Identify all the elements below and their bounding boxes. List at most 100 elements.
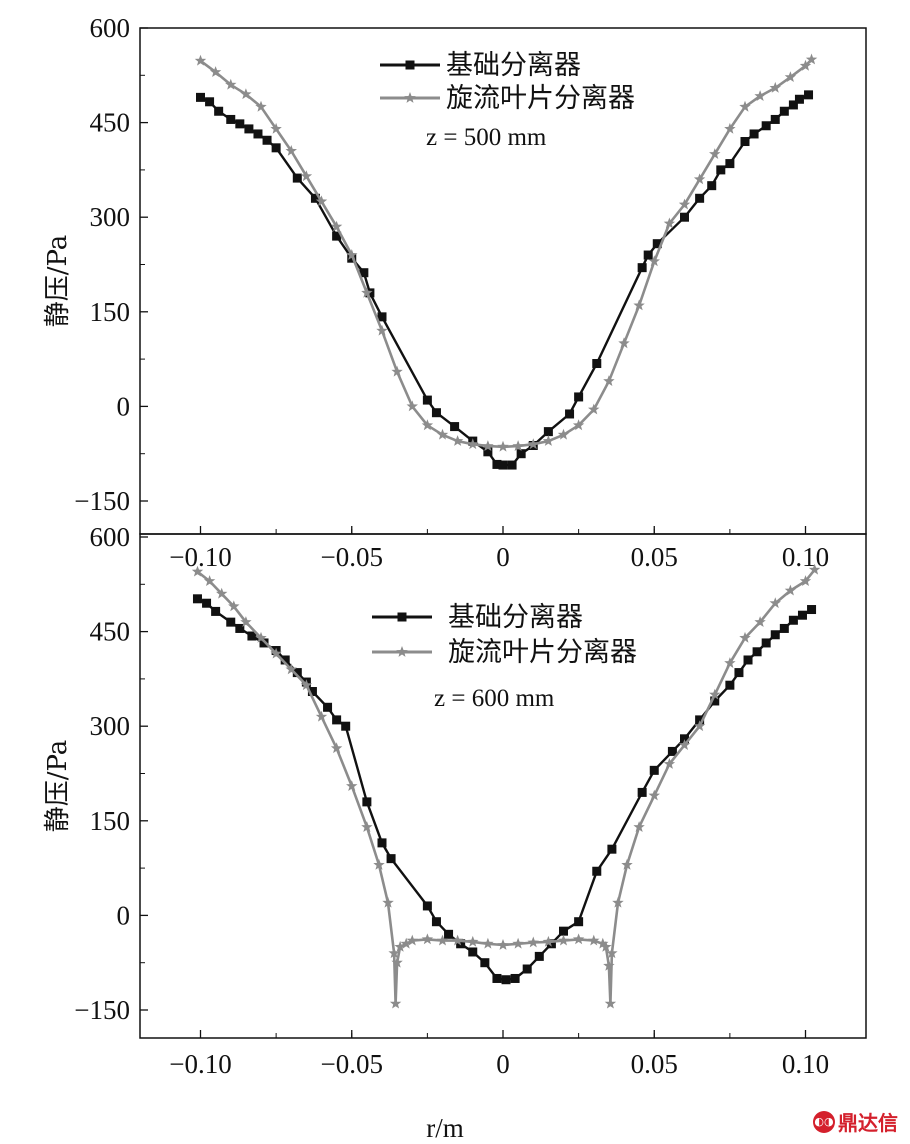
data-point [431,917,441,927]
data-point [797,610,807,620]
legend-label: 基础分离器 [448,602,583,633]
watermark-text: 鼎达信 [838,1111,898,1135]
data-point [707,181,717,191]
data-point [512,937,524,949]
data-point [565,409,575,419]
data-point [270,647,282,659]
data-point [769,81,781,93]
data-point [652,239,662,249]
data-point [480,958,490,968]
y-axis-label-top: 静压/Pa [43,235,73,328]
data-point [637,263,647,273]
data-point [255,631,267,643]
data-point [373,858,385,870]
x-tick-label: 0 [496,1049,510,1079]
data-point [680,212,689,222]
data-point [346,249,358,260]
y-tick-label: 0 [117,391,131,421]
data-point [194,54,207,66]
data-point [244,124,254,134]
data-point [421,933,434,945]
data-point [492,973,502,983]
data-point [643,250,653,260]
data-point [663,217,676,229]
data-point [725,159,735,169]
legend-swatch-marker [404,92,416,103]
data-point [203,575,216,586]
chart-panel-bottom: 600 450 300 150 0 −150 −0.10 −0.05 0 0.05 0.10 基础… [43,522,867,1079]
y-axis-label-bottom: 静压/Pa [43,740,73,833]
data-point [695,715,705,725]
data-point [534,951,544,961]
data-point [376,324,388,336]
data-point [770,114,780,124]
data-point [253,129,263,139]
data-point [784,71,797,82]
data-point [527,936,539,948]
data-point [633,821,645,832]
data-point [779,623,789,633]
legend-swatch-marker [396,646,408,657]
data-point [788,100,798,110]
data-point [648,255,660,267]
chart-panel-top: 600 450 300 150 0 −150 −0.10 −0.05 0 0.05 0.10 基础… [43,13,867,572]
annotation-top: z = 500 mm [426,124,547,151]
data-point [406,934,418,946]
data-point [512,440,524,451]
x-tick-label: −0.10 [169,542,231,572]
data-point [557,428,570,440]
data-point [323,702,333,712]
data-point [648,789,660,801]
data-point [315,195,328,207]
data-point [680,734,689,744]
data-point [209,66,222,77]
data-point [451,934,464,946]
data-point [386,854,396,864]
data-point [734,668,744,678]
data-point [391,365,403,377]
data-point [516,449,526,459]
data-point [361,286,373,298]
x-tick-label: 0.05 [631,542,678,572]
data-point [262,135,272,145]
data-point [678,739,691,750]
data-point [769,597,781,609]
x-tick-label: 0.10 [782,542,829,572]
data-point [482,937,494,949]
y-ticks-top: 600 450 300 150 0 −150 [74,13,148,516]
data-point [761,121,771,131]
data-point [444,929,454,939]
data-point [271,143,281,153]
y-ticks-bottom: 600 450 300 150 0 −150 [74,522,148,1025]
data-point [709,148,721,159]
data-point [606,947,618,959]
data-point [749,129,759,139]
data-point [307,687,317,697]
data-point [270,122,282,134]
data-point [805,53,818,65]
data-point [330,220,343,232]
data-point [362,797,372,807]
data-point [546,939,556,949]
data-point [663,758,676,769]
data-point [300,679,313,691]
x-tick-label: −0.05 [321,542,383,572]
data-point [202,598,212,608]
data-point [431,408,441,418]
data-point [406,400,418,412]
data-point [225,78,237,90]
series-swirl-vane-separator [191,563,821,1009]
y-tick-label: 450 [90,617,131,647]
data-point [588,934,600,946]
data-point [259,638,269,648]
data-point [649,765,659,775]
data-point [603,959,615,971]
data-point [247,631,257,641]
data-point [542,935,555,947]
data-point [240,88,252,100]
data-point [285,145,297,156]
data-point [310,193,320,203]
data-point [377,838,387,848]
data-point [788,615,798,625]
x-tick-label: −0.05 [321,1049,383,1079]
